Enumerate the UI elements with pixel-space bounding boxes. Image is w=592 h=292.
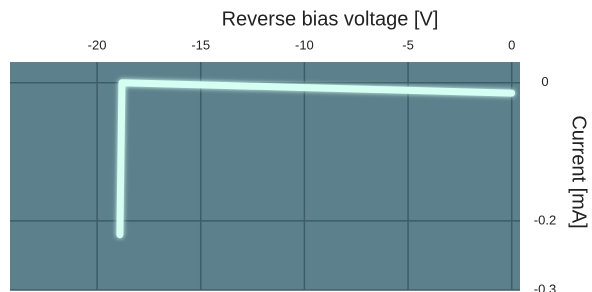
- plot-background: [10, 62, 520, 290]
- y-tick-label: -0.2: [534, 212, 556, 227]
- y-tick-label: -0.3: [534, 281, 556, 292]
- x-tick-label: -10: [295, 37, 314, 52]
- x-tick-label: -20: [88, 37, 107, 52]
- chart: Reverse bias voltage [V] Current [mA] -2…: [0, 0, 592, 292]
- y-axis-label: Current [mA]: [568, 115, 590, 228]
- x-axis-label: Reverse bias voltage [V]: [222, 8, 439, 30]
- x-tick-label: 0: [508, 37, 515, 52]
- x-tick-label: -15: [191, 37, 210, 52]
- x-tick-label: -5: [402, 37, 414, 52]
- y-tick-label: 0: [541, 74, 548, 89]
